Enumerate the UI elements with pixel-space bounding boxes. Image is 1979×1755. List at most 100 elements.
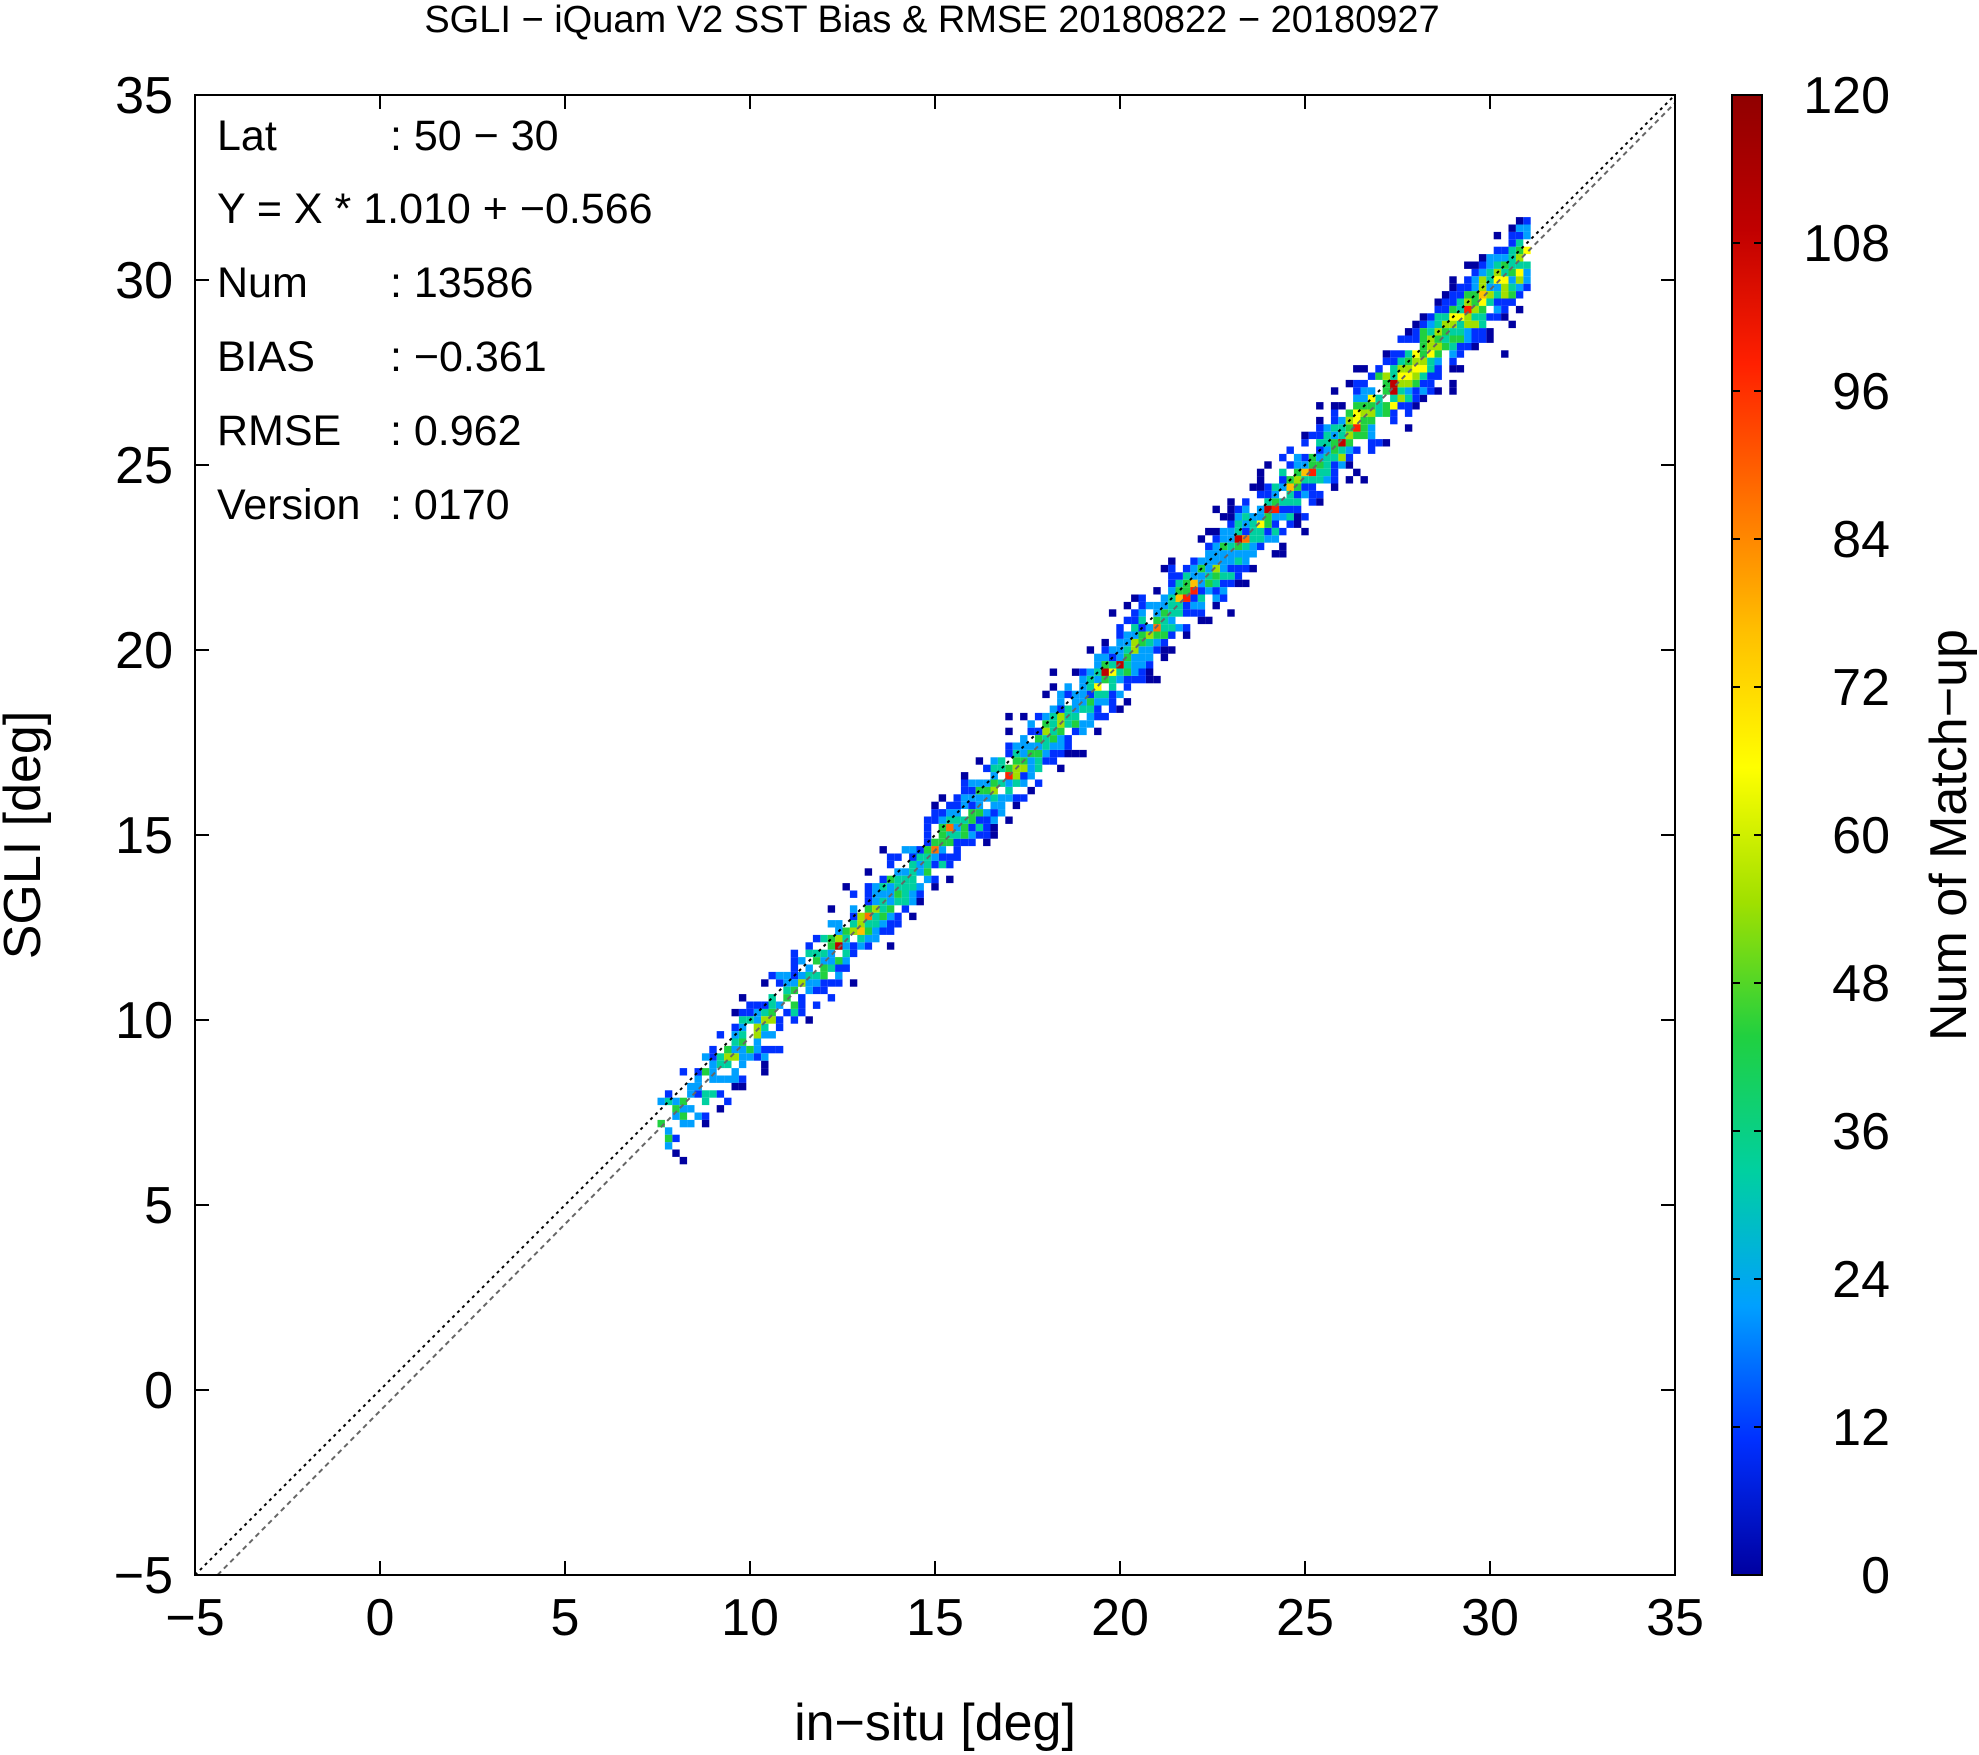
density-cell <box>916 890 924 898</box>
density-cell <box>1005 727 1013 736</box>
density-cell <box>1427 320 1435 329</box>
density-cell <box>886 920 895 928</box>
density-cell <box>1493 261 1502 269</box>
density-cell <box>1508 276 1516 284</box>
density-cell <box>1005 816 1013 824</box>
density-cell <box>946 853 954 861</box>
density-cell <box>1501 298 1509 306</box>
density-cell <box>960 801 969 810</box>
density-cell <box>864 927 873 935</box>
density-cell <box>812 957 821 965</box>
density-cell <box>894 912 902 921</box>
density-cell <box>1138 646 1146 654</box>
y-tick-label: 10 <box>115 992 173 1050</box>
density-cell <box>709 1045 717 1054</box>
density-cell <box>990 757 998 765</box>
density-cell <box>1345 446 1354 454</box>
density-cell <box>916 883 924 891</box>
density-cell <box>768 994 776 1002</box>
density-cell <box>1501 291 1509 299</box>
density-cell <box>1367 387 1376 395</box>
density-cell <box>1219 527 1228 536</box>
density-cell <box>701 1097 710 1106</box>
density-cell <box>1338 431 1346 440</box>
colorbar-tick-label: 24 <box>1832 1251 1890 1309</box>
density-cell <box>775 979 784 987</box>
density-cell <box>1071 690 1080 699</box>
density-cell <box>1197 601 1206 610</box>
density-cell <box>1508 261 1516 269</box>
density-cell <box>1456 313 1465 321</box>
density-cell <box>1390 365 1398 373</box>
density-cell <box>1145 661 1154 669</box>
density-cell <box>872 920 880 928</box>
density-cell-hot <box>946 823 954 832</box>
density-cell <box>1094 705 1102 713</box>
density-cell <box>1256 542 1265 551</box>
density-cell <box>886 875 895 884</box>
density-cell <box>805 942 813 950</box>
colorbar-tick-label: 72 <box>1832 659 1890 717</box>
density-cell <box>1471 328 1479 336</box>
reference-line-one-to-one <box>194 94 1676 1576</box>
density-cell <box>975 823 984 832</box>
density-cell <box>901 897 910 906</box>
density-cell-hot <box>1256 520 1265 528</box>
density-cell <box>1086 683 1095 691</box>
density-cell <box>1419 365 1428 373</box>
density-cell <box>790 986 799 995</box>
density-cell <box>1212 594 1220 602</box>
density-cell <box>1279 527 1287 536</box>
density-cell <box>1471 313 1479 321</box>
density-cell <box>1197 594 1206 602</box>
density-cell <box>909 875 917 884</box>
density-cell <box>746 1008 754 1017</box>
density-cell <box>1012 772 1021 780</box>
density-cell <box>975 779 984 787</box>
density-cell <box>1027 742 1035 750</box>
density-cell <box>923 823 932 832</box>
density-cell <box>1486 261 1494 269</box>
density-cell <box>931 809 939 817</box>
density-cell <box>1493 246 1502 255</box>
density-cell <box>1182 572 1191 580</box>
density-cell <box>1160 653 1169 662</box>
density-cell <box>1064 742 1072 750</box>
density-cell <box>775 1023 784 1032</box>
density-cell <box>1353 409 1361 417</box>
density-cell <box>1131 675 1139 684</box>
density-cell <box>790 949 799 958</box>
density-cell <box>1094 712 1102 721</box>
density-cell <box>953 846 961 854</box>
density-cell <box>1005 764 1013 773</box>
density-cell <box>1390 409 1398 417</box>
density-cell <box>1471 276 1479 284</box>
density-cell-hot <box>1182 594 1191 602</box>
density-cell <box>687 1082 695 1091</box>
density-cell <box>1419 394 1428 403</box>
density-cell <box>1027 757 1035 765</box>
density-cell <box>1108 675 1117 684</box>
density-cell <box>1049 683 1058 691</box>
density-cell <box>1123 616 1132 625</box>
density-cell <box>1042 742 1050 750</box>
density-cell <box>1404 394 1413 403</box>
density-cell <box>923 816 932 824</box>
density-cell <box>1515 217 1524 225</box>
density-cell <box>1301 439 1309 447</box>
density-cell <box>1034 742 1043 750</box>
density-cell <box>1515 276 1524 284</box>
density-cell <box>1427 350 1435 358</box>
density-cell <box>1434 335 1442 343</box>
density-cell <box>1404 350 1413 358</box>
density-cell <box>1486 254 1494 262</box>
density-cell <box>1123 698 1132 706</box>
density-cell <box>1382 357 1391 366</box>
density-cell <box>1020 735 1028 743</box>
density-cell <box>1493 291 1502 299</box>
density-cell <box>1345 379 1354 388</box>
colorbar: 0 12 24 36 48 60 72 84 96 108 120 Num of Match−up <box>1731 67 1978 1605</box>
density-cell <box>783 986 791 995</box>
density-cell-hot <box>1175 594 1183 602</box>
density-cell <box>1508 246 1516 255</box>
